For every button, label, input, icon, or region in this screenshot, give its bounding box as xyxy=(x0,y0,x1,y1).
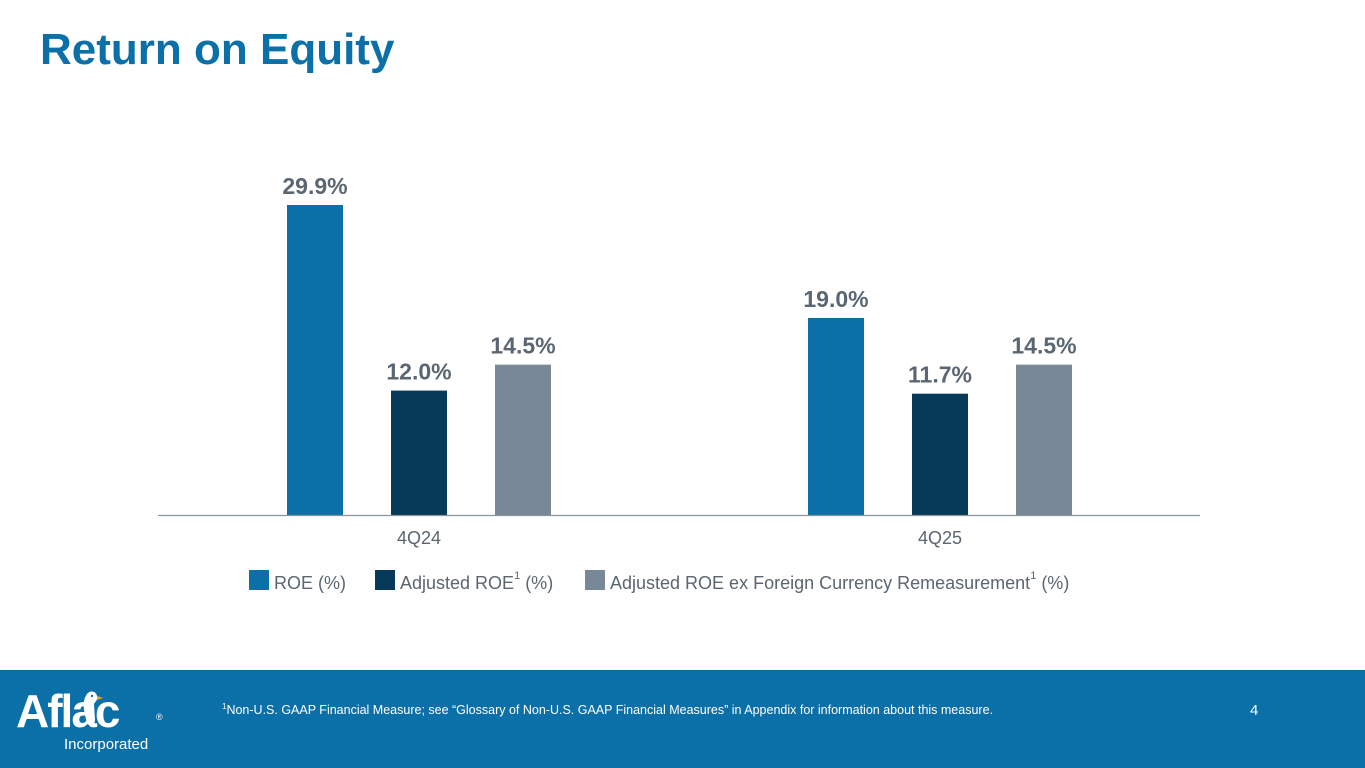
aflac-logo[interactable]: Aflac ® Incorporated xyxy=(16,686,176,756)
legend-label-3: Adjusted ROE ex Foreign Currency Remeasu… xyxy=(610,570,1069,593)
page-number: 4 xyxy=(1250,702,1259,719)
legend-superscript-3: 1 xyxy=(1030,570,1036,582)
duck-icon xyxy=(83,691,103,725)
bar-4q25-series-3 xyxy=(1016,364,1072,515)
data-label-4q25-series-1: 19.0% xyxy=(803,286,868,312)
legend-swatch-1 xyxy=(249,570,269,590)
bar-4q25-series-2 xyxy=(912,393,968,515)
legend-swatch-2 xyxy=(375,570,395,590)
footnote-marker: 1 xyxy=(222,702,227,711)
x-tick-label-4q24: 4Q24 xyxy=(397,528,441,548)
data-label-4q25-series-2: 11.7% xyxy=(908,362,972,388)
legend-suffix-2: (%) xyxy=(520,573,553,593)
page-title: Return on Equity xyxy=(40,25,395,74)
bar-4q24-series-1 xyxy=(287,205,343,515)
legend-label-2: Adjusted ROE1 (%) xyxy=(400,570,553,593)
data-label-4q24-series-3: 14.5% xyxy=(490,333,555,359)
legend-label-1: ROE (%) xyxy=(274,573,346,593)
footnote: 1Non-U.S. GAAP Financial Measure; see “G… xyxy=(222,702,993,717)
bar-4q24-series-2 xyxy=(391,390,447,515)
legend-suffix-3: (%) xyxy=(1036,573,1069,593)
legend-swatch-3 xyxy=(585,570,605,590)
legend-superscript-2: 1 xyxy=(514,570,520,582)
data-label-4q24-series-2: 12.0% xyxy=(386,359,451,385)
logo-wordmark: Aflac xyxy=(16,685,120,737)
bar-4q25-series-1 xyxy=(808,318,864,515)
registered-mark: ® xyxy=(156,712,163,722)
legend-text-1: ROE (%) xyxy=(274,573,346,593)
data-label-4q25-series-3: 14.5% xyxy=(1011,333,1076,359)
footer-bar: Aflac ® Incorporated 1Non-U.S. GAAP Fina… xyxy=(0,670,1365,768)
roe-bar-chart: 29.9% 19.0% 12.0% 11.7% 14.5% 14.5% 4Q24 4Q25 RO… xyxy=(158,173,1200,593)
legend-text-3: Adjusted ROE ex Foreign Currency Remeasu… xyxy=(610,573,1030,593)
x-tick-label-4q25: 4Q25 xyxy=(918,528,962,548)
legend-text-2: Adjusted ROE xyxy=(400,573,514,593)
logo-subtitle: Incorporated xyxy=(64,736,149,753)
footnote-text: Non-U.S. GAAP Financial Measure; see “Gl… xyxy=(226,703,993,717)
data-label-4q24-series-1: 29.9% xyxy=(282,173,347,199)
bar-4q24-series-3 xyxy=(495,364,551,515)
